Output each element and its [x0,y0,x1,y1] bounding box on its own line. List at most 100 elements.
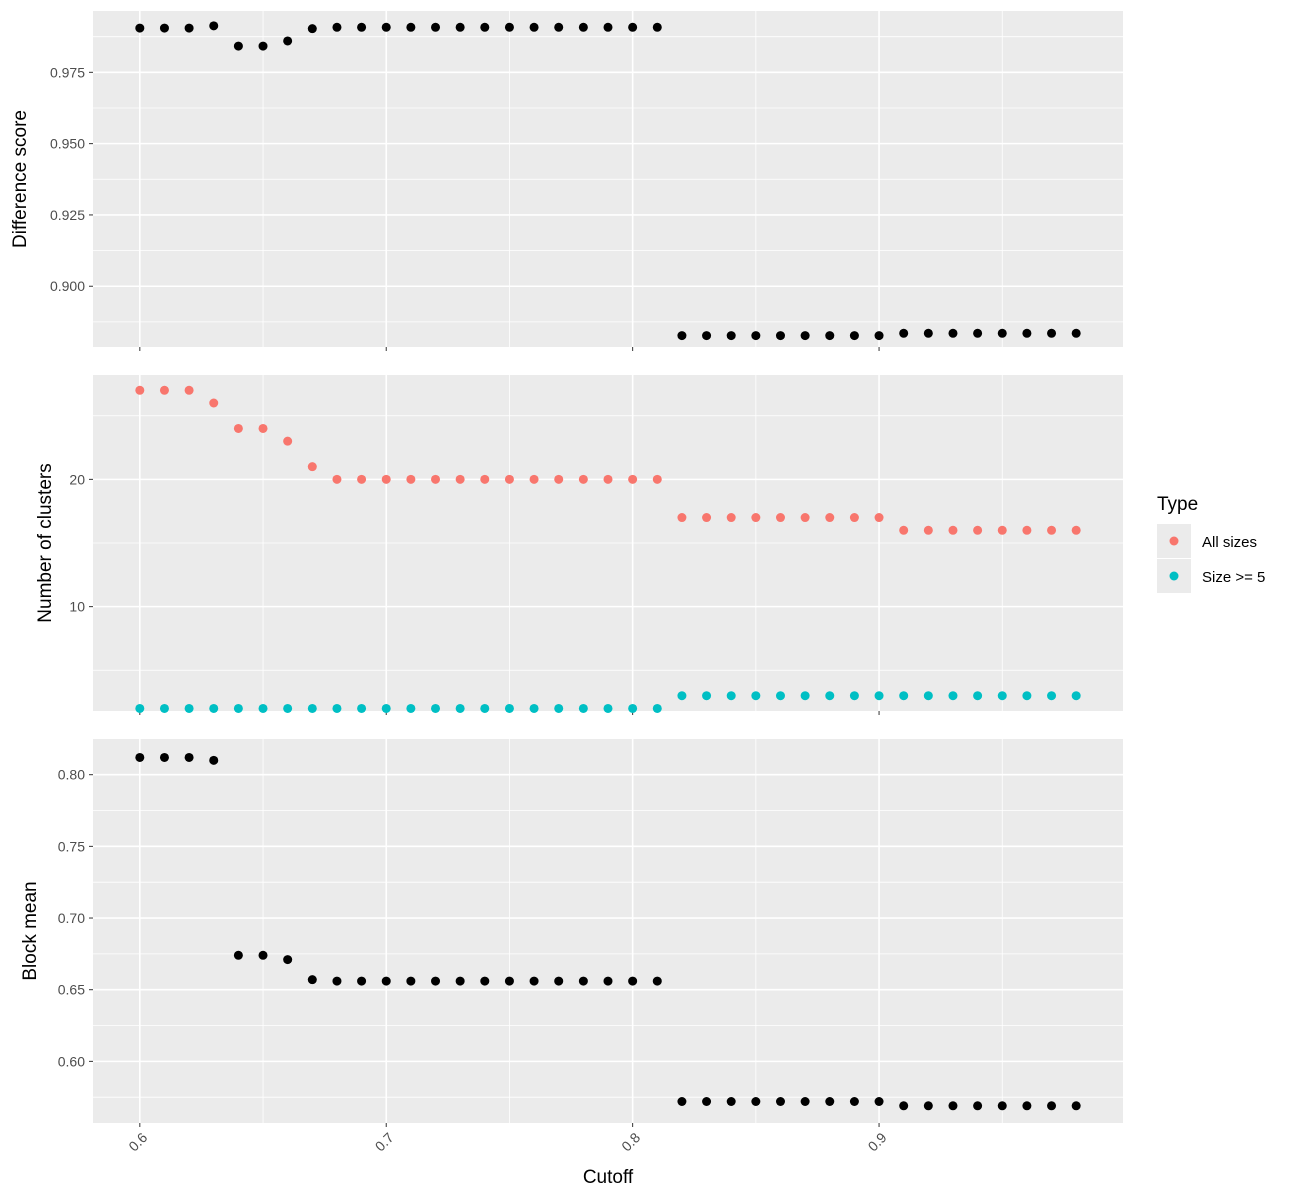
data-point [948,691,958,701]
data-point [652,22,662,32]
data-point [973,328,983,338]
data-point [775,1096,785,1106]
data-point [800,331,810,341]
y-tick-label: 0.65 [58,982,85,998]
data-point [1071,1101,1081,1111]
data-point [1022,1101,1032,1111]
legend-key-size-5 [1169,571,1179,581]
data-point [800,1096,810,1106]
data-point [504,976,514,986]
data-point [751,691,761,701]
panel-2: 10 20 Number of clusters [35,375,1123,715]
panel-background [93,739,1123,1123]
data-point [603,703,613,713]
data-point [283,955,293,965]
panel-3: 0.60 0.65 0.70 0.75 0.80 Block mean [20,739,1123,1127]
data-point [1047,691,1057,701]
data-point [431,474,441,484]
x-tick-label: 0.7 [372,1129,397,1154]
data-point [332,474,342,484]
data-point [726,513,736,523]
data-point [849,1096,859,1106]
data-point [923,691,933,701]
data-point [973,691,983,701]
data-point [357,474,367,484]
data-point [825,1096,835,1106]
data-point [504,474,514,484]
data-point [381,703,391,713]
data-point [283,436,293,446]
data-point [307,703,317,713]
data-point [431,703,441,713]
data-point [603,22,613,32]
data-point [775,691,785,701]
data-point [258,423,268,433]
data-point [1022,691,1032,701]
data-point [381,474,391,484]
y-axis-title: Number of clusters [35,463,56,622]
data-point [480,474,490,484]
data-point [209,703,219,713]
x-tick-label: 0.9 [865,1129,890,1154]
data-point [899,691,909,701]
data-point [258,41,268,51]
data-point [578,703,588,713]
data-point [209,398,219,408]
data-point [135,703,145,713]
data-point [258,703,268,713]
series-1 [135,752,1081,1111]
data-point [431,976,441,986]
data-point [652,474,662,484]
data-point [233,950,243,960]
data-point [825,691,835,701]
data-point [726,691,736,701]
data-point [529,703,539,713]
data-point [874,1096,884,1106]
series-1 [135,385,1081,535]
data-point [874,513,884,523]
data-point [455,976,465,986]
y-tick-label: 0.70 [58,910,85,926]
y-tick-label: 0.975 [50,64,85,80]
data-point [849,691,859,701]
data-point [923,525,933,535]
data-point [258,950,268,960]
data-point [504,703,514,713]
data-point [997,525,1007,535]
y-tick-label: 0.950 [50,136,85,152]
data-point [504,22,514,32]
data-point [381,22,391,32]
data-point [899,328,909,338]
data-point [357,22,367,32]
data-point [948,1101,958,1111]
data-point [529,976,539,986]
data-point [800,691,810,701]
data-point [702,691,712,701]
data-point [480,976,490,986]
data-point [455,22,465,32]
data-point [775,513,785,523]
y-tick-label: 0.925 [50,207,85,223]
data-point [702,513,712,523]
data-point [159,752,169,762]
y-tick-label: 0.75 [58,838,85,854]
y-tick-label: 0.900 [50,278,85,294]
data-point [578,22,588,32]
data-point [1047,525,1057,535]
series-2 [135,691,1081,713]
data-point [677,331,687,341]
data-point [1022,328,1032,338]
data-point [554,474,564,484]
data-point [948,328,958,338]
data-point [652,703,662,713]
data-point [578,976,588,986]
data-point [751,1096,761,1106]
data-point [628,976,638,986]
y-tick-label: 20 [69,471,85,487]
data-point [135,23,145,33]
data-point [973,1101,983,1111]
data-point [874,331,884,341]
data-point [455,474,465,484]
data-point [997,328,1007,338]
